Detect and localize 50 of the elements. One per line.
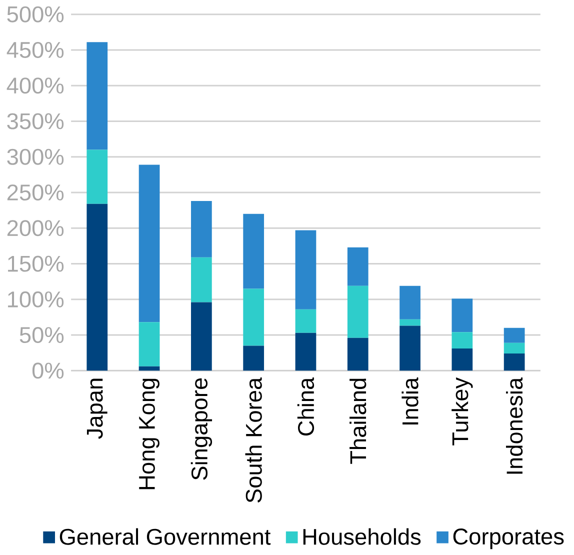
bar	[86, 150, 108, 204]
bar	[504, 328, 525, 343]
bar	[86, 204, 108, 371]
bar	[191, 257, 212, 302]
bar	[138, 366, 160, 371]
bar	[138, 164, 160, 322]
bar	[295, 332, 316, 371]
bar	[86, 42, 108, 150]
y-tick-label: 300%	[7, 148, 64, 165]
y-tick-label: 400%	[6, 78, 64, 94]
legend-label: General Government	[60, 528, 271, 545]
bar	[504, 342, 525, 354]
y-tick-label: 250%	[7, 184, 64, 200]
bar	[400, 319, 420, 326]
x-tick-label: South Korea	[245, 377, 262, 502]
y-tick-label: 100%	[8, 291, 64, 308]
y-tick-label: 500%	[7, 6, 64, 22]
bar	[243, 346, 264, 371]
bar	[400, 286, 420, 320]
bar	[347, 247, 368, 286]
legend-label: Corporates	[453, 528, 564, 550]
legend-label: Households	[303, 528, 421, 545]
y-tick-label: 200%	[7, 220, 64, 236]
bar	[452, 298, 473, 332]
bar	[400, 326, 420, 371]
bar	[295, 309, 316, 333]
x-tick-label: Thailand	[350, 378, 366, 464]
bar	[504, 354, 525, 371]
x-tick-label: Indonesia	[506, 377, 523, 474]
bar	[452, 348, 473, 371]
bar	[243, 214, 264, 289]
bar	[191, 302, 212, 371]
x-tick-label: Singapore	[190, 378, 212, 480]
bar	[138, 322, 160, 366]
x-tick-label: Hong Kong	[139, 378, 160, 490]
bar	[243, 288, 264, 346]
x-tick-label: Turkey	[452, 377, 473, 446]
bar	[191, 201, 212, 258]
x-tick-label: Japan	[86, 378, 108, 439]
y-tick-label: 0%	[32, 362, 64, 379]
x-tick-label: India	[402, 377, 418, 424]
bar	[347, 286, 368, 338]
x-tick-label: China	[297, 377, 314, 436]
bar	[347, 338, 368, 371]
y-tick-label: 350%	[7, 113, 64, 130]
y-tick-label: 450%	[6, 42, 64, 58]
bar	[452, 332, 473, 349]
bar	[295, 230, 316, 310]
y-tick-label: 50%	[20, 326, 64, 343]
y-tick-label: 150%	[8, 256, 64, 272]
